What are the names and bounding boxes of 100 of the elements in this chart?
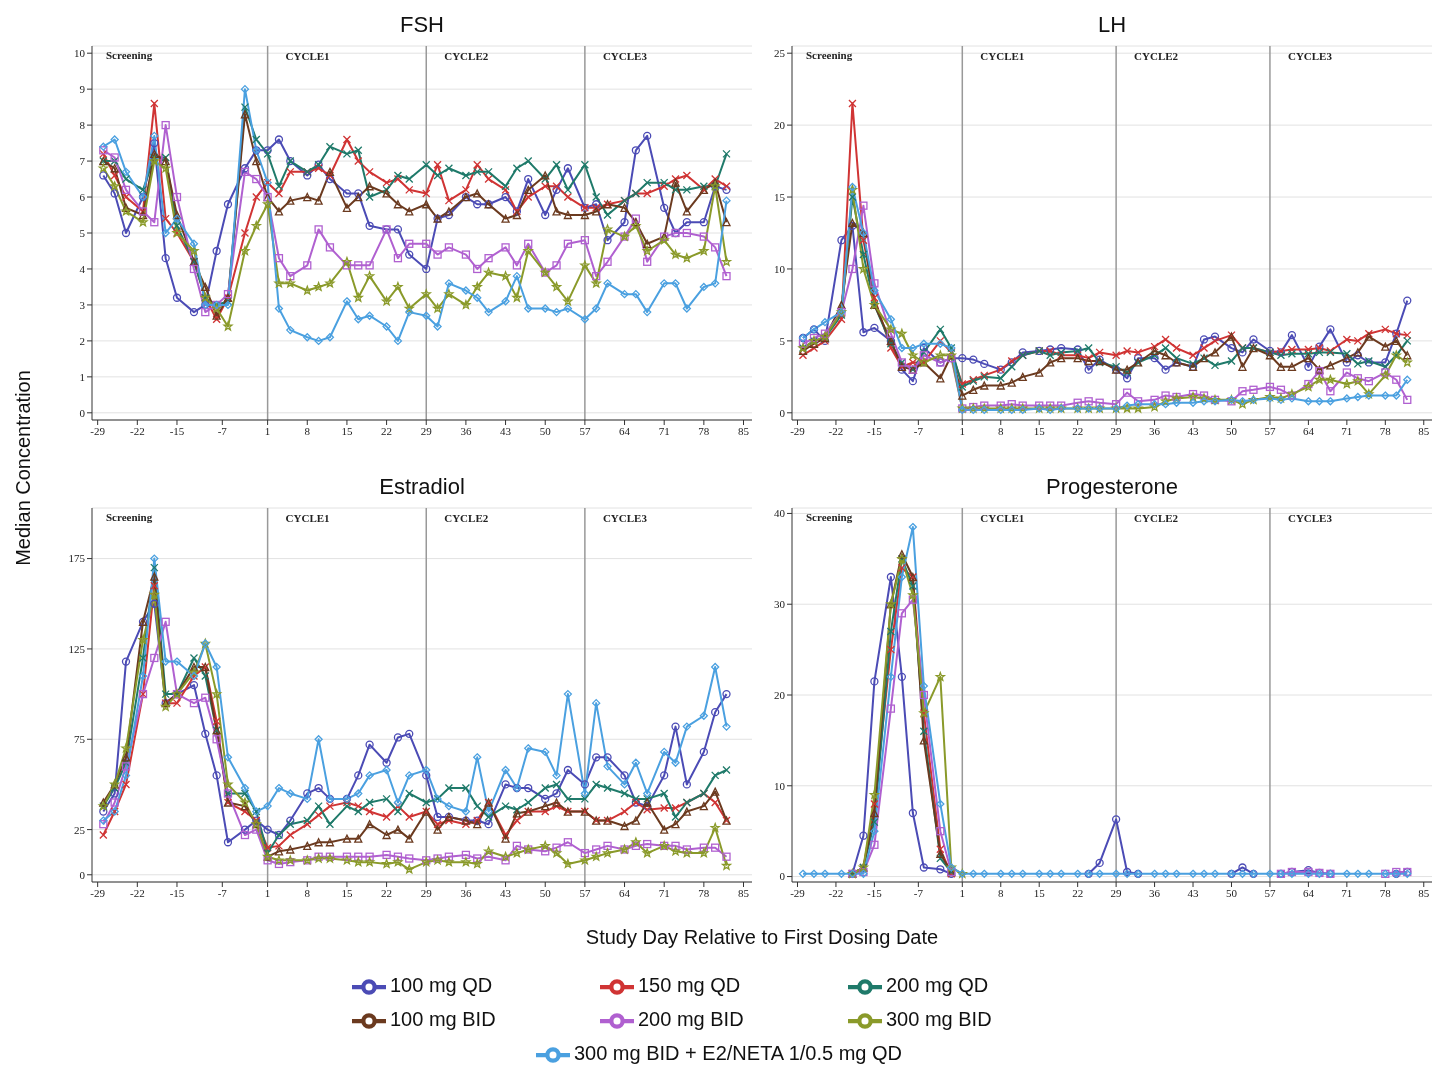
x-tick-label: 36 (1149, 886, 1161, 899)
ref-line-label: CYCLE1 (980, 512, 1025, 524)
y-tick-label: 25 (774, 47, 786, 60)
x-tick-label: 50 (539, 424, 552, 437)
y-tick-label: 1 (79, 370, 85, 383)
chart-title: FSH (399, 11, 445, 39)
y-tick-label: 8 (79, 119, 86, 132)
y-tick-label: 125 (68, 642, 86, 655)
x-tick-label: 64 (619, 424, 631, 437)
legend-label: 200 mg BID (638, 1008, 745, 1032)
y-tick-label: 10 (774, 262, 786, 275)
y-tick-label: 10 (774, 779, 786, 792)
ref-line-label: CYCLE1 (285, 50, 330, 62)
x-tick-label: -15 (169, 424, 185, 437)
ref-line-label: CYCLE2 (444, 50, 489, 62)
x-tick-label: -29 (90, 424, 106, 437)
legend-label: 300 mg BID (886, 1008, 993, 1032)
x-tick-label: -7 (913, 886, 924, 899)
legend-label: 100 mg BID (390, 1008, 497, 1032)
x-tick-label: -15 (169, 886, 185, 899)
x-tick-label: 43 (1187, 886, 1200, 899)
x-tick-label: 64 (619, 886, 631, 899)
x-tick-label: 57 (579, 886, 591, 899)
legend-label: 150 mg QD (638, 974, 742, 998)
x-tick-label: 85 (738, 886, 750, 899)
x-tick-label: 29 (1110, 424, 1123, 437)
x-tick-label: 50 (539, 886, 552, 899)
x-tick-label: -29 (790, 886, 806, 899)
x-tick-label: 64 (1302, 424, 1315, 437)
x-tick-label: 22 (1072, 424, 1084, 437)
x-tick-label: 22 (381, 886, 393, 899)
x-tick-label: -22 (828, 886, 844, 899)
ref-line-label: CYCLE1 (285, 512, 330, 524)
x-tick-label: 64 (1302, 886, 1315, 899)
x-tick-label: -7 (217, 886, 228, 899)
x-tick-label: 29 (420, 424, 433, 437)
y-tick-label: 15 (774, 190, 786, 203)
x-tick-label: 43 (500, 886, 512, 899)
y-axis-title: Median Concentration (11, 369, 35, 568)
x-axis-title: Study Day Relative to First Dosing Date (584, 926, 940, 949)
x-tick-label: 50 (1225, 424, 1238, 437)
x-tick-label: 57 (1264, 424, 1276, 437)
y-tick-label: 0 (79, 868, 86, 881)
y-tick-label: 30 (774, 598, 786, 611)
x-tick-label: 50 (1225, 886, 1238, 899)
x-tick-label: 8 (304, 886, 311, 899)
x-tick-label: 36 (460, 424, 472, 437)
x-tick-label: -29 (790, 424, 806, 437)
x-tick-label: -15 (867, 886, 883, 899)
y-tick-label: 10 (74, 47, 86, 60)
x-tick-label: 1 (959, 424, 966, 437)
x-tick-label: -29 (90, 886, 106, 899)
y-tick-label: 40 (774, 507, 786, 520)
x-tick-label: 8 (304, 424, 311, 437)
x-tick-label: -22 (828, 424, 844, 437)
x-tick-label: 71 (1341, 424, 1353, 437)
x-tick-label: 57 (1264, 886, 1276, 899)
x-tick-label: 43 (1187, 424, 1200, 437)
x-tick-label: 1 (264, 886, 271, 899)
y-tick-label: 0 (79, 406, 86, 419)
x-tick-label: 22 (381, 424, 393, 437)
x-tick-label: -7 (913, 424, 924, 437)
x-tick-label: 71 (658, 424, 670, 437)
chart-title: LH (1096, 11, 1128, 39)
x-tick-label: 85 (1418, 424, 1430, 437)
ref-line-label: CYCLE2 (444, 512, 489, 524)
y-tick-label: 3 (79, 298, 86, 311)
x-tick-label: 36 (460, 886, 472, 899)
y-tick-label: 20 (774, 119, 786, 132)
legend-label: 200 mg QD (886, 974, 990, 998)
x-tick-label: 22 (1072, 886, 1084, 899)
x-tick-label: 78 (1379, 886, 1392, 899)
y-tick-label: 2 (79, 334, 85, 347)
x-tick-label: 15 (341, 424, 353, 437)
annotation: Screening (106, 49, 153, 61)
x-tick-label: 71 (658, 886, 670, 899)
x-tick-label: 57 (579, 424, 591, 437)
x-tick-label: 1 (959, 886, 966, 899)
y-tick-label: 25 (74, 823, 86, 836)
x-tick-label: 29 (420, 886, 433, 899)
y-tick-label: 175 (68, 552, 86, 565)
x-tick-label: 78 (698, 886, 710, 899)
x-tick-label: 85 (1418, 886, 1430, 899)
ref-line-label: CYCLE3 (1287, 50, 1333, 62)
ref-line-label: CYCLE3 (1287, 512, 1333, 524)
y-tick-label: 20 (774, 688, 786, 701)
x-tick-label: -15 (867, 424, 883, 437)
x-tick-label: 1 (264, 424, 271, 437)
y-tick-label: 0 (779, 406, 786, 419)
annotation: Screening (806, 49, 853, 61)
x-tick-label: 15 (1033, 424, 1046, 437)
ref-line-label: CYCLE2 (1134, 50, 1179, 62)
y-tick-label: 0 (779, 870, 786, 883)
x-tick-label: 85 (738, 424, 750, 437)
x-tick-label: 8 (998, 424, 1005, 437)
x-tick-label: 15 (341, 886, 353, 899)
x-tick-label: 29 (1110, 886, 1123, 899)
y-tick-label: 75 (74, 733, 86, 746)
x-tick-label: 78 (698, 424, 710, 437)
y-tick-label: 5 (79, 226, 86, 239)
